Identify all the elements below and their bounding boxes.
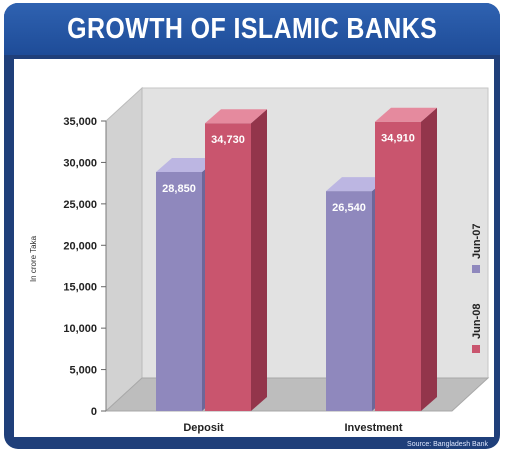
chart-panel: 0 5,000 10,000 15,000 20,000 25,000 30,000 35,0… xyxy=(14,59,494,437)
bar-top xyxy=(156,157,218,172)
y-tick-label: 20,000 xyxy=(63,240,97,252)
bar-front xyxy=(205,123,251,411)
bar-side xyxy=(421,107,437,411)
bar-value-label: 34,730 xyxy=(211,134,245,146)
bar-front xyxy=(375,121,421,411)
bar-front xyxy=(326,191,372,411)
source-note: Source: Bangladesh Bank xyxy=(407,441,488,448)
title-bar: GROWTH OF ISLAMIC BANKS xyxy=(4,3,500,55)
x-category-label: Deposit xyxy=(183,422,224,434)
chart-frame: GROWTH OF ISLAMIC BANKS 0 5,000 10,000 15,0… xyxy=(4,3,500,449)
bar-chart: 0 5,000 10,000 15,000 20,000 25,000 30,000 35,0… xyxy=(29,86,490,434)
chart-title: GROWTH OF ISLAMIC BANKS xyxy=(66,12,438,45)
y-tick-label: 30,000 xyxy=(63,157,97,169)
bar-top xyxy=(205,109,267,124)
y-tick-label: 10,000 xyxy=(63,323,97,335)
bar-side xyxy=(251,109,267,411)
legend-label: Jun-07 xyxy=(471,224,483,259)
y-tick-label: 5,000 xyxy=(69,365,97,377)
y-tick-label: 35,000 xyxy=(63,116,97,128)
legend-label: Jun-08 xyxy=(471,304,483,339)
x-category-label: Investment xyxy=(344,422,402,434)
legend-swatch xyxy=(472,265,480,273)
bar-front xyxy=(156,171,202,411)
bar-top xyxy=(375,107,437,122)
legend-swatch xyxy=(472,345,480,353)
y-tick-label: 15,000 xyxy=(63,282,97,294)
bar-value-label: 28,850 xyxy=(162,183,196,195)
y-tick-label: 0 xyxy=(91,406,97,418)
chart-side-wall xyxy=(105,86,143,413)
y-tick-label: 25,000 xyxy=(63,199,97,211)
bar-top xyxy=(326,177,388,192)
bar-value-label: 26,540 xyxy=(332,202,366,214)
y-axis-label: In crore Taka xyxy=(29,235,38,282)
bar-value-label: 34,910 xyxy=(381,133,415,145)
